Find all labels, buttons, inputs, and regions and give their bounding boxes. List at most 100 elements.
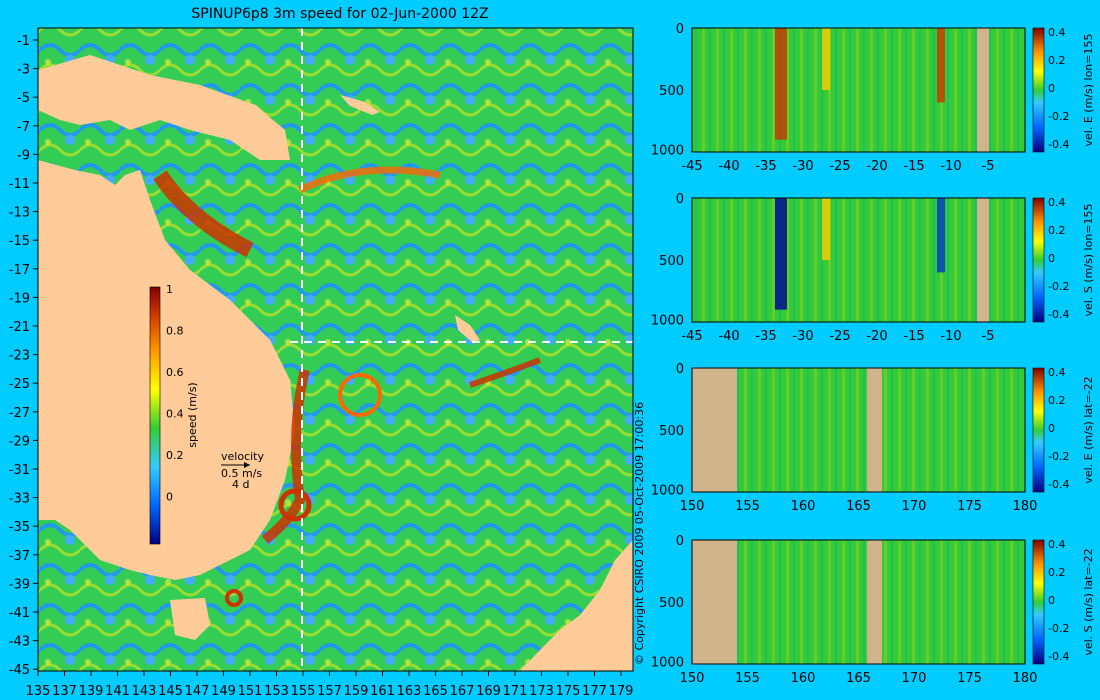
land-tasmania <box>170 598 210 640</box>
lat-tick-label: -3 <box>17 63 30 78</box>
section-x-tick: -5 <box>982 329 995 344</box>
lon-tick-label: 161 <box>370 684 395 699</box>
section-x-tick: 170 <box>902 671 927 686</box>
lat-tick-label: -31 <box>9 463 30 478</box>
velocity-key: velocity 0.5 m/s 4 d <box>221 450 264 491</box>
section-y-tick: 1000 <box>651 484 684 499</box>
copyright: © Copyright CSIRO 2009 05-Oct-2009 17:00… <box>633 402 646 665</box>
section-colorbar-tick: -0.4 <box>1048 650 1069 663</box>
section-x-tick: -40 <box>718 159 739 174</box>
section-y-tick: 1000 <box>651 144 684 159</box>
lat-tick-label: -37 <box>9 549 30 564</box>
lon-tick-label: 145 <box>158 684 183 699</box>
section-panel: 0 500 1000-45 -40 -35 -30 -25 -20 -15 -10 -5 0.4 0.2… <box>651 22 1095 174</box>
section-panel: 0 500 1000-45 -40 -35 -30 -25 -20 -15 -10 -5 0.4 0.2… <box>651 192 1095 344</box>
section-label: vel. S (m/s) lat=-22 <box>1082 548 1095 655</box>
land-new-caledonia <box>455 315 480 342</box>
section-colorbar-tick: 0.4 <box>1048 538 1066 551</box>
section-jet <box>822 198 830 260</box>
section-colorbar-tick: 0.2 <box>1048 224 1066 237</box>
section-x-tick: -40 <box>718 329 739 344</box>
eddy-2 <box>338 373 382 417</box>
section-colorbar-tick: 0 <box>1048 252 1055 265</box>
lat-tick-label: -43 <box>9 635 30 650</box>
speed-colorbar-label: speed (m/s) <box>186 382 199 447</box>
lon-tick-label: 141 <box>105 684 130 699</box>
lon-tick-label: 165 <box>423 684 448 699</box>
section-colorbar-tick: -0.4 <box>1048 308 1069 321</box>
section-field <box>692 198 1025 322</box>
section-x-tick: -45 <box>681 329 702 344</box>
section-colorbar <box>1032 197 1045 323</box>
section-colorbar-tick: 0.4 <box>1048 26 1066 39</box>
section-y-tick: 1000 <box>651 314 684 329</box>
section-land <box>692 540 737 664</box>
section-x-tick: 155 <box>735 499 760 514</box>
lat-tick-label: -23 <box>9 349 30 364</box>
speed-colorbar-tick: 0.2 <box>166 449 184 462</box>
speed-colorbar-tick: 0 <box>166 491 173 504</box>
section-frame <box>691 197 1026 323</box>
section-y-tick: 0 <box>676 362 684 377</box>
lat-tick-label: -7 <box>17 120 30 135</box>
section-x-tick: -20 <box>866 329 887 344</box>
section-x-tick: 150 <box>680 499 705 514</box>
lat-tick-label: -29 <box>9 434 30 449</box>
lat-tick-label: -1 <box>17 34 30 49</box>
eddy-1 <box>278 488 312 522</box>
lon-tick-label: 175 <box>556 684 581 699</box>
section-colorbar <box>1032 367 1045 493</box>
section-colorbar <box>1032 27 1045 153</box>
lat-tick-label: -13 <box>9 206 30 221</box>
section-land <box>867 368 882 492</box>
map-title: SPINUP6p8 3m speed for 02-Jun-2000 12Z <box>191 6 488 22</box>
section-label: vel. E (m/s) lat=-22 <box>1082 376 1095 483</box>
lon-tick-label: 149 <box>211 684 236 699</box>
lon-tick-label: 135 <box>26 684 51 699</box>
speed-map <box>37 27 634 672</box>
lat-axis: -1 -3 -5 -7 -9 -11 -13 -15 -17 -19 -21 -23 -25 -27 -29… <box>9 34 38 678</box>
lat-tick-label: -25 <box>9 377 30 392</box>
section-colorbar-tick: -0.2 <box>1048 280 1069 293</box>
lon-axis: 135 137 139 141 143 145 147 149 151 153 155 157 159 1… <box>26 671 633 699</box>
section-field <box>692 540 1025 664</box>
section-colorbar-tick: 0.4 <box>1048 366 1066 379</box>
section-x-tick: 165 <box>846 499 871 514</box>
current-eac <box>261 368 310 544</box>
lon-tick-label: 173 <box>529 684 554 699</box>
lon-tick-label: 169 <box>476 684 501 699</box>
lon-tick-label: 147 <box>185 684 210 699</box>
speed-colorbar: speed (m/s) 1 0.8 0.6 0.4 0.2 0 <box>149 283 199 545</box>
lat-tick-label: -9 <box>17 148 30 163</box>
section-x-tick: -30 <box>792 159 813 174</box>
section-x-tick: -15 <box>903 329 924 344</box>
section-x-tick: -25 <box>829 159 850 174</box>
lon-tick-label: 143 <box>132 684 157 699</box>
lon-tick-label: 163 <box>397 684 422 699</box>
section-y-tick: 500 <box>659 424 684 439</box>
section-colorbar <box>1032 539 1045 665</box>
section-x-tick: -10 <box>940 329 961 344</box>
lat-tick-label: -21 <box>9 320 30 335</box>
section-colorbar-tick: -0.2 <box>1048 110 1069 123</box>
lon-tick-label: 177 <box>582 684 607 699</box>
lon-tick-label: 155 <box>291 684 316 699</box>
lat-tick-label: -45 <box>9 663 30 678</box>
lat-tick-label: -5 <box>17 91 30 106</box>
land-australia <box>38 160 295 580</box>
section-colorbar-tick: 0 <box>1048 594 1055 607</box>
section-x-tick: -10 <box>940 159 961 174</box>
section-land <box>867 540 882 664</box>
lon-tick-label: 139 <box>79 684 104 699</box>
eddy-3 <box>225 589 243 607</box>
section-jet <box>937 198 945 273</box>
section-x-tick: -35 <box>755 329 776 344</box>
section-colorbar-tick: 0.2 <box>1048 566 1066 579</box>
section-jet <box>775 198 787 310</box>
speed-colorbar-tick: 0.8 <box>166 325 184 338</box>
current-south-pacific <box>298 166 441 194</box>
lat-tick-label: -15 <box>9 234 30 249</box>
lat-tick-label: -11 <box>9 177 30 192</box>
